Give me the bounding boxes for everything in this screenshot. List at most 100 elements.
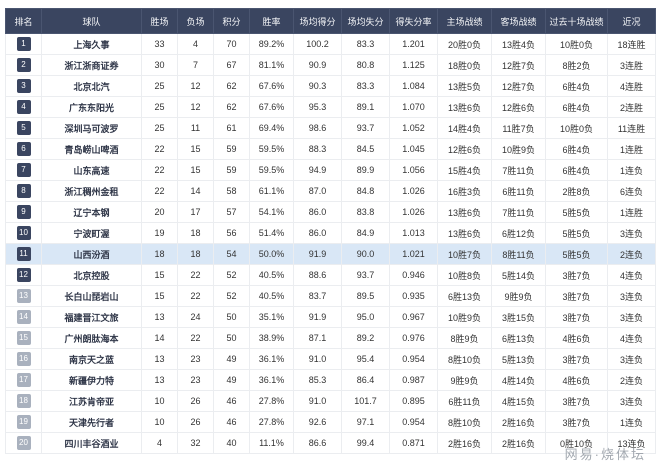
cell-away: 6胜11负 <box>491 180 546 202</box>
cell-last10: 3胜7负 <box>545 390 608 412</box>
cell-avg_scored: 86.0 <box>293 222 342 244</box>
standings-table: 排名 球队 胜场 负场 积分 胜率 场均得分 场均失分 得失分率 主场战绩 客场战绩 过去十场战绩 近况… <box>5 8 656 454</box>
cell-team: 广东东阳光 <box>41 96 142 118</box>
cell-last10: 5胜5负 <box>545 222 608 244</box>
cell-team: 深圳马可波罗 <box>41 117 142 139</box>
cell-avg_allowed: 80.8 <box>341 54 390 76</box>
cell-avg_allowed: 84.9 <box>341 222 390 244</box>
column-header-points: 积分 <box>213 8 250 34</box>
rank-badge: 19 <box>16 415 31 429</box>
cell-home: 8胜10负 <box>437 348 492 370</box>
cell-last10: 0胜10负 <box>545 432 608 454</box>
cell-wins: 13 <box>141 369 178 391</box>
cell-team: 浙江浙商证券 <box>41 54 142 76</box>
cell-home: 18胜0负 <box>437 54 492 76</box>
cell-losses: 26 <box>177 390 214 412</box>
rank-badge: 8 <box>16 184 31 198</box>
cell-win_rate: 38.9% <box>249 327 294 349</box>
cell-last10: 2胜8负 <box>545 180 608 202</box>
cell-home: 14胜4负 <box>437 117 492 139</box>
table-row: 10 宁波町渥 19 18 56 51.4% 86.0 84.9 1.013 13胜6负 6胜12负… <box>5 222 656 244</box>
cell-losses: 22 <box>177 264 214 286</box>
table-row: 20 四川丰谷酒业 4 32 40 11.1% 86.6 99.4 0.871 2胜16负 2胜16… <box>5 432 656 454</box>
cell-team: 山东高速 <box>41 159 142 181</box>
cell-avg_allowed: 97.1 <box>341 411 390 433</box>
cell-win_rate: 36.1% <box>249 348 294 370</box>
cell-team: 天津先行者 <box>41 411 142 433</box>
column-header-wins: 胜场 <box>141 8 178 34</box>
cell-wins: 15 <box>141 285 178 307</box>
table-row: 2 浙江浙商证券 30 7 67 81.1% 90.9 80.8 1.125 18胜0负 12胜7负… <box>5 54 656 76</box>
cell-streak: 1连负 <box>607 411 656 433</box>
cell-losses: 23 <box>177 369 214 391</box>
cell-ratio: 0.954 <box>389 411 438 433</box>
cell-points: 50 <box>213 327 250 349</box>
cell-points: 46 <box>213 390 250 412</box>
cell-home: 12胜6负 <box>437 138 492 160</box>
cell-last10: 10胜0负 <box>545 33 608 55</box>
cell-points: 52 <box>213 285 250 307</box>
cell-points: 58 <box>213 180 250 202</box>
cell-rank: 7 <box>5 159 42 181</box>
rank-badge: 3 <box>16 79 31 93</box>
cell-win_rate: 36.1% <box>249 369 294 391</box>
cell-team: 浙江稠州金租 <box>41 180 142 202</box>
rank-badge: 15 <box>16 331 31 345</box>
rank-badge: 11 <box>16 247 31 261</box>
cell-wins: 4 <box>141 432 178 454</box>
column-header-team: 球队 <box>41 8 142 34</box>
cell-rank: 8 <box>5 180 42 202</box>
cell-win_rate: 51.4% <box>249 222 294 244</box>
table-row: 16 南京天之蓝 13 23 49 36.1% 91.0 95.4 0.954 8胜10负 5胜13… <box>5 348 656 370</box>
cell-avg_scored: 90.3 <box>293 75 342 97</box>
cell-streak: 1连胜 <box>607 138 656 160</box>
table-row: 19 天津先行者 10 26 46 27.8% 92.6 97.1 0.954 8胜10负 2胜16… <box>5 411 656 433</box>
cell-home: 6胜13负 <box>437 285 492 307</box>
cell-avg_allowed: 89.9 <box>341 159 390 181</box>
cell-wins: 14 <box>141 327 178 349</box>
column-header-losses: 负场 <box>177 8 214 34</box>
cell-losses: 15 <box>177 159 214 181</box>
cell-wins: 13 <box>141 306 178 328</box>
column-header-streak: 近况 <box>607 8 656 34</box>
cell-away: 11胜7负 <box>491 117 546 139</box>
cell-avg_allowed: 99.4 <box>341 432 390 454</box>
table-row: 5 深圳马可波罗 25 11 61 69.4% 98.6 93.7 1.052 14胜4负 11胜7… <box>5 117 656 139</box>
cell-points: 62 <box>213 96 250 118</box>
cell-streak: 3连负 <box>607 348 656 370</box>
cell-streak: 13连负 <box>607 432 656 454</box>
cell-away: 12胜6负 <box>491 96 546 118</box>
cell-avg_allowed: 93.7 <box>341 264 390 286</box>
cell-away: 5胜13负 <box>491 348 546 370</box>
rank-badge: 1 <box>16 37 31 51</box>
table-row: 6 青岛崂山啤酒 22 15 59 59.5% 88.3 84.5 1.045 12胜6负 10胜9… <box>5 138 656 160</box>
cell-ratio: 1.026 <box>389 201 438 223</box>
cell-avg_allowed: 83.8 <box>341 201 390 223</box>
cell-last10: 6胜4负 <box>545 138 608 160</box>
cell-rank: 17 <box>5 369 42 391</box>
cell-away: 12胜7负 <box>491 54 546 76</box>
cell-losses: 14 <box>177 180 214 202</box>
cell-rank: 14 <box>5 306 42 328</box>
cell-wins: 19 <box>141 222 178 244</box>
column-header-ratio: 得失分率 <box>389 8 438 34</box>
cell-wins: 22 <box>141 180 178 202</box>
cell-win_rate: 59.5% <box>249 159 294 181</box>
cell-wins: 10 <box>141 411 178 433</box>
cell-home: 13胜5负 <box>437 75 492 97</box>
cell-ratio: 0.895 <box>389 390 438 412</box>
cell-wins: 22 <box>141 138 178 160</box>
cell-avg_scored: 83.7 <box>293 285 342 307</box>
cell-avg_scored: 88.3 <box>293 138 342 160</box>
rank-badge: 17 <box>16 373 31 387</box>
cell-streak: 2连胜 <box>607 96 656 118</box>
cell-away: 7胜11负 <box>491 201 546 223</box>
cell-avg_scored: 87.1 <box>293 327 342 349</box>
cell-points: 56 <box>213 222 250 244</box>
cell-rank: 3 <box>5 75 42 97</box>
cell-ratio: 1.052 <box>389 117 438 139</box>
cell-home: 8胜10负 <box>437 411 492 433</box>
cell-rank: 2 <box>5 54 42 76</box>
cell-points: 49 <box>213 348 250 370</box>
cell-losses: 17 <box>177 201 214 223</box>
